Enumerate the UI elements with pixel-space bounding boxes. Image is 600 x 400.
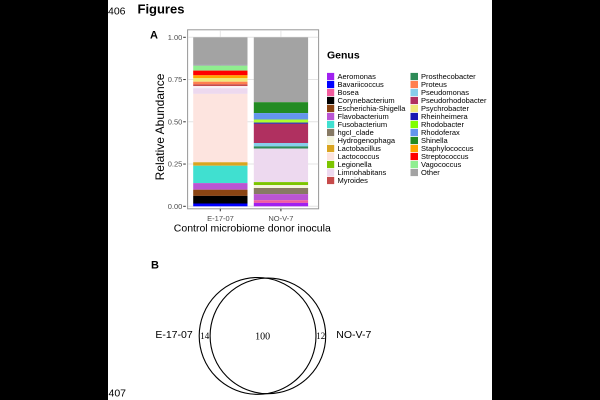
svg-text:Rheinheimera: Rheinheimera (421, 112, 469, 121)
svg-text:Fusobacterium: Fusobacterium (338, 120, 388, 129)
svg-text:Psychrobacter: Psychrobacter (421, 104, 469, 113)
svg-text:NO-V-7: NO-V-7 (268, 214, 293, 223)
svg-text:Vagococcus: Vagococcus (421, 160, 462, 169)
svg-text:12: 12 (316, 331, 325, 341)
svg-text:0.75: 0.75 (168, 75, 183, 84)
svg-text:Flavobacterium: Flavobacterium (338, 112, 389, 121)
svg-text:B: B (151, 259, 159, 271)
svg-text:Pseudorhodobacter: Pseudorhodobacter (421, 96, 487, 105)
svg-text:Shinella: Shinella (421, 136, 449, 145)
svg-text:Proteus: Proteus (421, 80, 447, 89)
svg-text:Figures: Figures (138, 2, 185, 17)
svg-text:A: A (150, 30, 158, 42)
svg-text:NO-V-7: NO-V-7 (336, 329, 371, 341)
svg-text:Prosthecobacter: Prosthecobacter (421, 72, 476, 81)
svg-text:E-17-07: E-17-07 (207, 214, 234, 223)
svg-text:Pseudomonas: Pseudomonas (421, 88, 469, 97)
svg-text:Other: Other (421, 168, 440, 177)
svg-text:Bavariicoccus: Bavariicoccus (338, 80, 385, 89)
svg-text:100: 100 (255, 331, 270, 342)
svg-text:Genus: Genus (327, 50, 360, 62)
svg-text:Legionella: Legionella (338, 160, 373, 169)
svg-text:0.25: 0.25 (168, 160, 183, 169)
svg-text:E-17-07: E-17-07 (155, 329, 193, 341)
svg-text:Lactococcus: Lactococcus (338, 152, 380, 161)
svg-text:0.00: 0.00 (168, 202, 183, 211)
svg-text:1.00: 1.00 (168, 33, 183, 42)
svg-text:406: 406 (108, 6, 126, 18)
svg-text:Escherichia-Shigella: Escherichia-Shigella (338, 104, 407, 113)
svg-text:14: 14 (200, 331, 210, 341)
svg-text:0.50: 0.50 (168, 117, 183, 126)
svg-text:Rhodoferax: Rhodoferax (421, 128, 460, 137)
svg-text:Control microbiome donor inocu: Control microbiome donor inocula (174, 223, 331, 235)
svg-text:Streptococcus: Streptococcus (421, 152, 469, 161)
svg-text:Bosea: Bosea (338, 88, 360, 97)
svg-text:hgcI_clade: hgcI_clade (338, 128, 374, 137)
svg-text:Aeromonas: Aeromonas (338, 72, 377, 81)
svg-text:Relative Abundance: Relative Abundance (153, 73, 167, 180)
svg-text:Lactobacillus: Lactobacillus (338, 144, 382, 153)
svg-text:Limnohabitans: Limnohabitans (338, 168, 387, 177)
svg-text:407: 407 (109, 388, 127, 400)
svg-text:Corynebacterium: Corynebacterium (338, 96, 395, 105)
svg-text:Rhodobacter: Rhodobacter (421, 120, 464, 129)
svg-text:Staphylococcus: Staphylococcus (421, 144, 474, 153)
svg-text:Hydrogenophaga: Hydrogenophaga (338, 136, 396, 145)
svg-text:Myroides: Myroides (338, 176, 369, 185)
